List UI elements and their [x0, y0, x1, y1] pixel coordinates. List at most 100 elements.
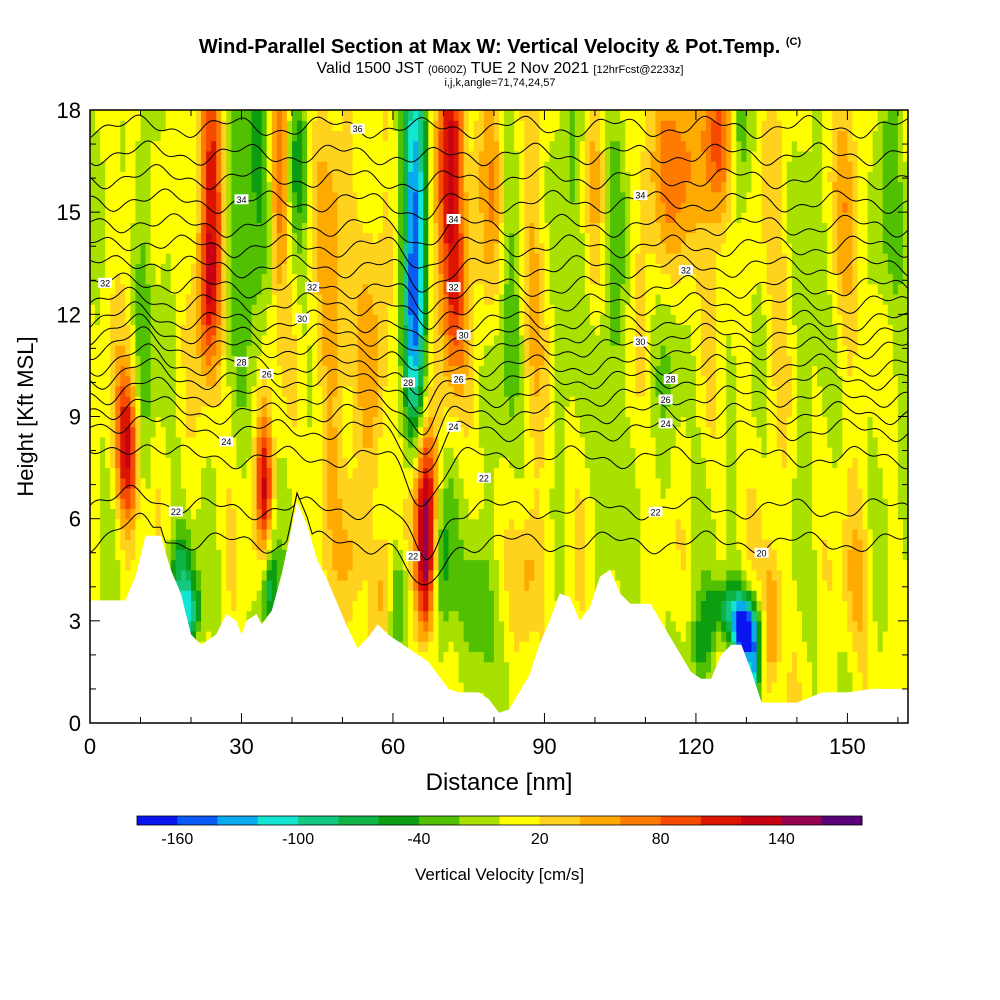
velocity-cell	[357, 150, 364, 162]
velocity-cell	[165, 508, 172, 520]
velocity-cell	[170, 549, 177, 561]
velocity-cell	[504, 140, 510, 152]
velocity-cell	[246, 375, 253, 387]
velocity-cell	[327, 150, 333, 162]
velocity-cell	[160, 130, 167, 142]
velocity-cell	[317, 314, 323, 326]
velocity-cell	[372, 569, 379, 581]
velocity-cell	[408, 140, 414, 152]
velocity-cell	[95, 579, 101, 591]
velocity-cell	[261, 416, 268, 428]
velocity-cell	[398, 130, 404, 142]
velocity-cell	[307, 191, 313, 203]
velocity-cell	[135, 201, 142, 213]
velocity-cell	[256, 334, 263, 346]
velocity-cell	[105, 590, 111, 601]
velocity-cell	[231, 273, 238, 285]
velocity-cell	[261, 528, 268, 540]
velocity-cell	[499, 140, 505, 152]
velocity-cell	[190, 539, 197, 550]
velocity-cell	[473, 334, 480, 346]
velocity-cell	[236, 334, 243, 346]
velocity-cell	[221, 304, 227, 315]
velocity-cell	[216, 191, 222, 203]
velocity-cell	[160, 344, 167, 356]
velocity-cell	[504, 488, 510, 499]
velocity-cell	[362, 467, 369, 479]
velocity-cell	[488, 304, 495, 315]
velocity-cell	[206, 304, 212, 315]
velocity-cell	[170, 334, 177, 346]
velocity-cell	[130, 140, 137, 152]
velocity-cell	[478, 171, 485, 183]
velocity-cell	[438, 579, 445, 591]
velocity-cell	[297, 161, 303, 172]
velocity-cell	[291, 110, 298, 121]
velocity-cell	[493, 620, 500, 632]
velocity-cell	[95, 314, 101, 326]
velocity-cell	[433, 191, 440, 203]
velocity-cell	[377, 406, 384, 418]
velocity-cell	[95, 426, 101, 438]
velocity-cell	[175, 150, 182, 162]
velocity-cell	[206, 365, 212, 377]
velocity-cell	[382, 110, 389, 121]
velocity-cell	[367, 375, 374, 387]
velocity-cell	[312, 140, 318, 152]
velocity-cell	[408, 498, 414, 510]
velocity-cell	[226, 406, 232, 418]
velocity-cell	[206, 620, 212, 632]
velocity-cell	[428, 242, 434, 254]
velocity-cell	[418, 161, 424, 172]
velocity-cell	[387, 334, 394, 346]
velocity-cell	[493, 314, 500, 326]
velocity-cell	[392, 477, 399, 489]
velocity-cell	[377, 232, 384, 244]
velocity-cell	[226, 508, 232, 520]
velocity-cell	[276, 110, 283, 121]
velocity-cell	[251, 293, 258, 305]
velocity-cell	[130, 161, 137, 172]
velocity-cell	[211, 600, 217, 612]
velocity-cell	[357, 559, 364, 571]
velocity-cell	[493, 201, 500, 213]
velocity-cell	[468, 569, 475, 581]
velocity-cell	[473, 273, 480, 285]
velocity-cell	[216, 539, 222, 550]
velocity-cell	[90, 498, 96, 510]
velocity-cell	[180, 385, 187, 397]
velocity-cell	[190, 436, 197, 448]
velocity-cell	[408, 344, 414, 356]
velocity-cell	[372, 620, 379, 632]
velocity-cell	[155, 396, 162, 407]
velocity-cell	[175, 457, 182, 469]
velocity-cell	[281, 344, 288, 356]
velocity-cell	[201, 314, 207, 326]
velocity-cell	[130, 508, 137, 520]
velocity-cell	[337, 324, 344, 336]
velocity-cell	[408, 150, 414, 162]
velocity-cell	[226, 191, 232, 203]
velocity-cell	[251, 508, 258, 520]
velocity-cell	[246, 518, 253, 530]
velocity-cell	[120, 324, 126, 336]
velocity-cell	[504, 631, 510, 642]
velocity-cell	[453, 334, 460, 346]
velocity-cell	[342, 201, 349, 213]
velocity-cell	[443, 610, 450, 622]
velocity-cell	[307, 355, 313, 367]
velocity-cell	[463, 457, 470, 469]
velocity-cell	[352, 477, 359, 489]
velocity-cell	[231, 150, 238, 162]
velocity-cell	[165, 253, 172, 264]
velocity-cell	[206, 477, 212, 489]
velocity-cell	[190, 447, 197, 458]
velocity-cell	[130, 263, 137, 275]
velocity-cell	[332, 181, 339, 193]
velocity-cell	[251, 344, 258, 356]
velocity-cell	[458, 406, 465, 418]
velocity-cell	[266, 161, 273, 172]
velocity-cell	[135, 406, 142, 418]
velocity-cell	[271, 171, 278, 183]
velocity-cell	[347, 396, 354, 407]
